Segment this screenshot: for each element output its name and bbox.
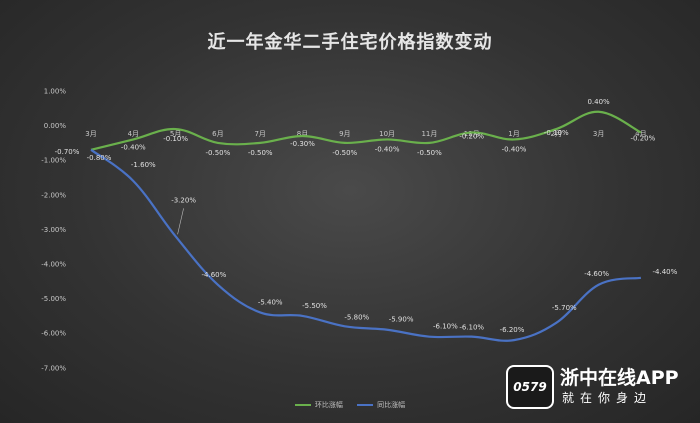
series-lines: [90, 110, 642, 342]
data-label-huanbi: -0.40%: [121, 143, 146, 151]
data-label-tongbi: -0.70%: [55, 148, 80, 156]
data-label-huanbi: -0.20%: [459, 133, 484, 141]
watermark-logo-icon: 0579: [506, 365, 554, 409]
data-label-huanbi: -0.80%: [87, 154, 112, 162]
data-label-huanbi: -0.10%: [544, 129, 569, 137]
data-label-huanbi: -0.40%: [375, 145, 400, 153]
legend-item-huanbi: 环比涨幅: [294, 400, 343, 410]
data-label-tongbi: -1.60%: [131, 161, 156, 169]
y-tick-label: -4.00%: [41, 261, 66, 269]
data-label-huanbi: -0.50%: [206, 149, 231, 157]
legend-label-huanbi: 环比涨幅: [314, 401, 343, 409]
data-label-huanbi: -0.10%: [163, 135, 188, 143]
data-label-huanbi: -0.50%: [332, 149, 357, 157]
data-label-huanbi: -0.50%: [417, 149, 442, 157]
x-tick-label: 6月: [212, 130, 223, 138]
x-tick-label: 2月: [551, 130, 562, 138]
data-label-tongbi: -4.60%: [202, 271, 227, 279]
data-label-tongbi: -6.10%: [459, 324, 484, 332]
watermark: 0579 浙中在线APP 就在你身边: [506, 359, 696, 409]
data-labels: -0.80% -0.40% -0.10% -0.50% -0.50% -0.30% -0.5…: [55, 98, 678, 334]
data-label-tongbi: -6.10%: [433, 323, 458, 331]
x-tick-label: 4月: [635, 130, 646, 138]
watermark-slogan: 就在你身边: [562, 391, 653, 405]
y-axis: 1.00% 0.00% -1.00% -2.00% -3.00% -4.00% -5.00%…: [41, 88, 66, 373]
y-tick-label: -7.00%: [41, 364, 66, 372]
data-label-tongbi: -5.50%: [302, 302, 327, 310]
data-label-huanbi: -0.20%: [631, 135, 656, 143]
x-tick-label: 3月: [85, 130, 96, 138]
y-tick-label: -2.00%: [41, 191, 66, 199]
y-tick-label: 0.00%: [44, 122, 67, 130]
x-tick-label: 8月: [297, 130, 308, 138]
x-tick-label: 12月: [464, 130, 480, 138]
x-tick-label: 9月: [339, 130, 350, 138]
y-tick-label: 1.00%: [44, 88, 67, 96]
legend-swatch-tongbi: [357, 404, 374, 406]
x-tick-label: 5月: [170, 130, 181, 138]
legend-label-tongbi: 同比涨幅: [377, 401, 406, 409]
data-label-tongbi: -4.60%: [584, 270, 609, 278]
series-line-huanbi: [90, 110, 642, 151]
x-tick-label: 3月: [593, 130, 604, 138]
x-tick-label: 4月: [128, 130, 139, 138]
data-label-huanbi: -0.40%: [502, 145, 527, 153]
y-tick-label: -5.00%: [41, 295, 66, 303]
x-tick-label: 10月: [379, 130, 395, 138]
legend-item-tongbi: 同比涨幅: [357, 400, 405, 410]
data-label-tongbi: -5.90%: [389, 316, 414, 324]
y-tick-label: -6.00%: [41, 330, 66, 338]
legend: 环比涨幅 同比涨幅: [0, 400, 700, 410]
x-tick-label: 7月: [254, 130, 265, 138]
x-tick-label: 11月: [421, 130, 437, 138]
data-label-huanbi: 0.40%: [587, 98, 610, 106]
callout-leader-line: [177, 208, 184, 235]
x-axis: 3月 4月 5月 6月 7月 8月 9月 10月 11月 12月 1月 2月 3月 4月: [85, 130, 646, 138]
data-label-tongbi: -6.20%: [500, 326, 525, 334]
data-label-tongbi: -4.40%: [653, 268, 678, 276]
y-tick-label: -3.00%: [41, 226, 66, 234]
data-label-huanbi: -0.50%: [248, 149, 273, 157]
data-label-tongbi: -3.20%: [171, 196, 196, 204]
x-tick-label: 1月: [508, 130, 519, 138]
data-label-tongbi: -5.40%: [258, 298, 283, 306]
watermark-app-name: 浙中在线APP: [560, 367, 679, 389]
legend-swatch-huanbi: [294, 404, 311, 406]
chart-title: 近一年金华二手住宅价格指数变动: [207, 32, 493, 53]
y-tick-label: -1.00%: [41, 157, 66, 165]
data-label-tongbi: -5.70%: [552, 304, 577, 312]
data-label-tongbi: -5.80%: [344, 313, 369, 321]
data-label-huanbi: -0.30%: [290, 140, 315, 148]
series-line-tongbi: [90, 148, 642, 342]
